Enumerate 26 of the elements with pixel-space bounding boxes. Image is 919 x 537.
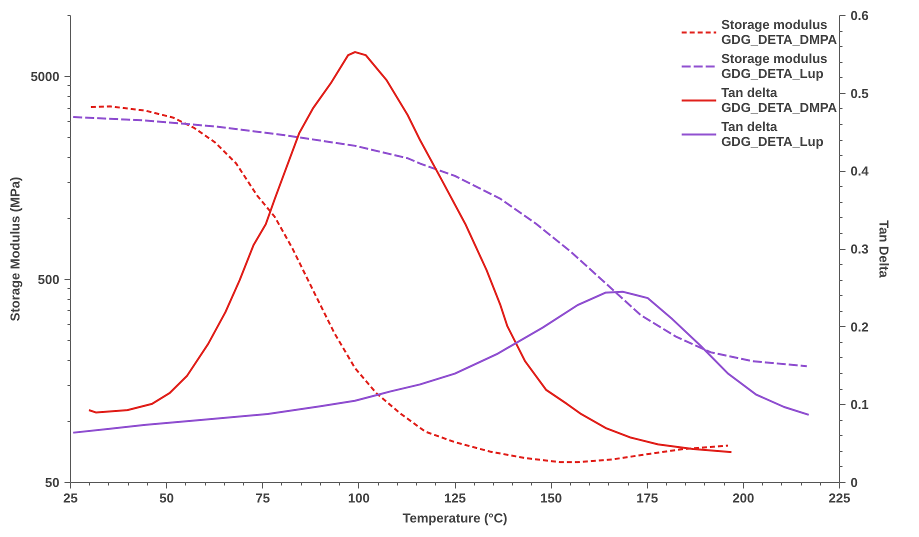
x-tick-label: 50 — [159, 490, 174, 506]
x-tick-label: 225 — [828, 490, 850, 506]
y-tick-label: 5000 — [30, 69, 60, 84]
y2-tick-label: 0 — [850, 475, 858, 490]
legend-label: Storage modulus GDG_DETA_DMPA — [721, 17, 837, 47]
x-tick-label: 200 — [732, 490, 754, 506]
x-tick-label: 100 — [348, 490, 370, 506]
y2-tick-label: 0.3 — [850, 242, 869, 256]
y2-tick-label: 0.2 — [850, 319, 869, 334]
y2-tick-label: 0.1 — [850, 397, 869, 412]
legend-label: Tan delta GDG_DETA_DMPA — [721, 85, 837, 115]
y-axis-title: Storage Modulus (MPa) — [8, 176, 23, 322]
y-tick-label: 500 — [38, 272, 60, 288]
y2-axis-title: Tan Delta — [876, 220, 892, 279]
y2-tick-label: 0.6 — [850, 8, 869, 23]
legend-label: Storage modulus GDG_DETA_Lup — [721, 51, 828, 81]
y2-tick-label: 0.4 — [850, 164, 870, 179]
x-tick-label: 125 — [444, 490, 466, 506]
x-tick-label: 25 — [63, 490, 78, 506]
x-tick-label: 150 — [540, 490, 562, 506]
x-tick-label: 175 — [636, 490, 658, 506]
x-axis-title: Temperature (°C) — [402, 510, 508, 526]
y-tick-label: 50 — [45, 475, 60, 490]
x-tick-label: 75 — [256, 490, 270, 506]
y2-tick-label: 0.5 — [850, 86, 869, 101]
legend-label: Tan delta GDG_DETA_Lup — [721, 119, 824, 149]
